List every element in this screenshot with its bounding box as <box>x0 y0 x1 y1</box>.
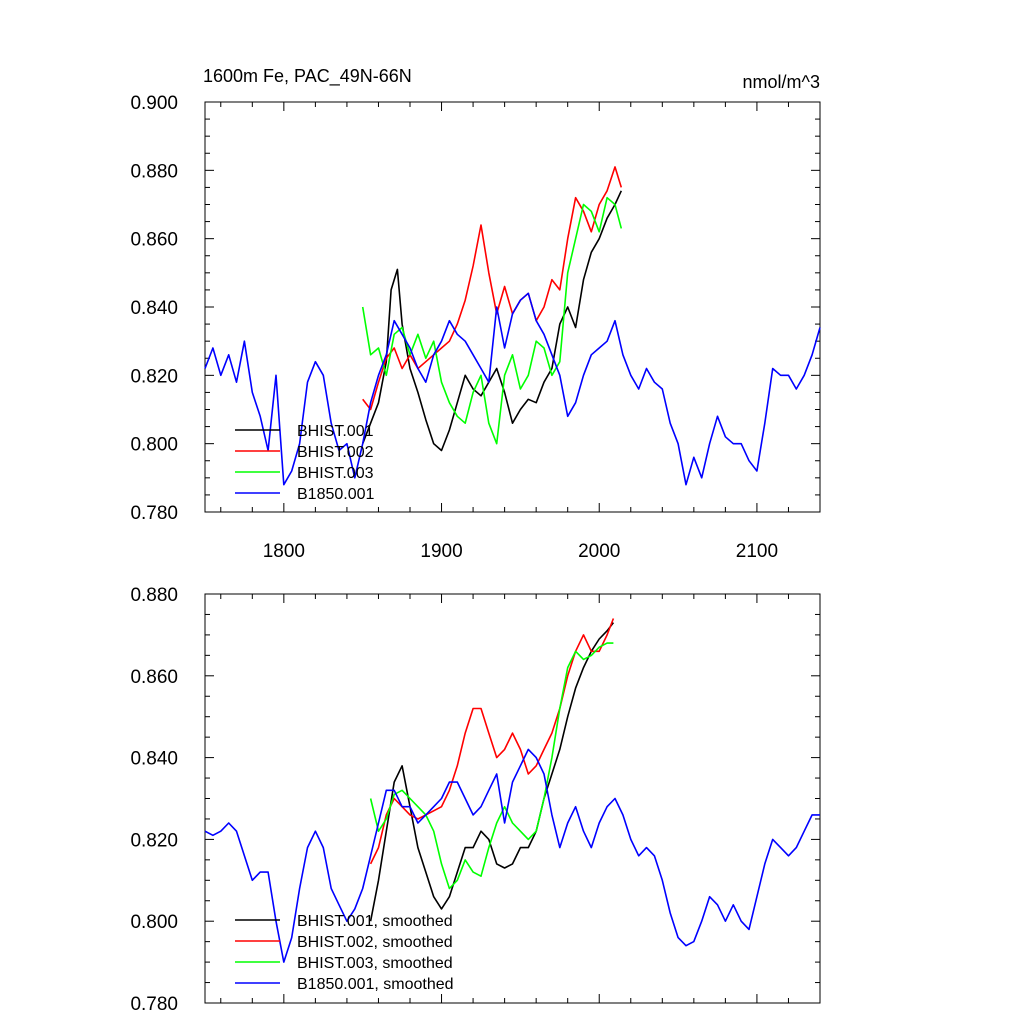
y-tick-label: 0.780 <box>130 994 178 1015</box>
chart-panel-2: 0.780 0.800 0.820 0.840 0.860 0.880 BHIST.001,… <box>130 585 821 1015</box>
y-tick-label: 0.880 <box>130 585 178 606</box>
y-tick-label: 0.880 <box>130 161 178 182</box>
y-tick-label: 0.800 <box>130 435 178 456</box>
chart-title-left: 1600m Fe, PAC_49N-66N <box>203 66 412 87</box>
legend-label: BHIST.001, smoothed <box>297 913 453 930</box>
y-tick-label: 0.860 <box>130 667 178 688</box>
legend-label: B1850.001, smoothed <box>297 976 454 993</box>
y-tick-label: 0.840 <box>130 298 178 319</box>
x-tick-label: 2100 <box>736 541 778 562</box>
series-line-4 <box>204 292 821 486</box>
series-line-2 <box>362 166 623 411</box>
legend-label: BHIST.003 <box>297 465 374 482</box>
chart-panel-1: 0.780 0.800 0.820 0.840 0.860 0.880 0.900 1800 1… <box>130 93 821 562</box>
legend-label: BHIST.002, smoothed <box>297 934 453 951</box>
legend-label: BHIST.001 <box>297 423 374 440</box>
series-line-2 <box>369 618 615 865</box>
chart-units-label: nmol/m^3 <box>743 72 820 92</box>
series-line-4 <box>204 748 820 963</box>
y-tick-label: 0.860 <box>130 230 178 251</box>
legend-label: BHIST.003, smoothed <box>297 955 453 972</box>
y-tick-label: 0.800 <box>130 912 178 933</box>
y-tick-label: 0.900 <box>130 93 178 114</box>
legend-label: BHIST.002 <box>297 444 374 461</box>
series-line-3 <box>369 642 614 890</box>
x-tick-label: 2000 <box>578 541 620 562</box>
y-tick-label: 0.840 <box>130 749 178 770</box>
y-tick-label: 0.780 <box>130 503 178 524</box>
x-tick-label: 1900 <box>420 541 462 562</box>
y-tick-label: 0.820 <box>130 830 178 851</box>
y-tick-label: 0.820 <box>130 366 178 387</box>
series-line-1 <box>361 190 623 452</box>
series-line-1 <box>369 622 615 922</box>
x-tick-label: 1800 <box>263 541 305 562</box>
legend-label: B1850.001 <box>297 486 375 503</box>
